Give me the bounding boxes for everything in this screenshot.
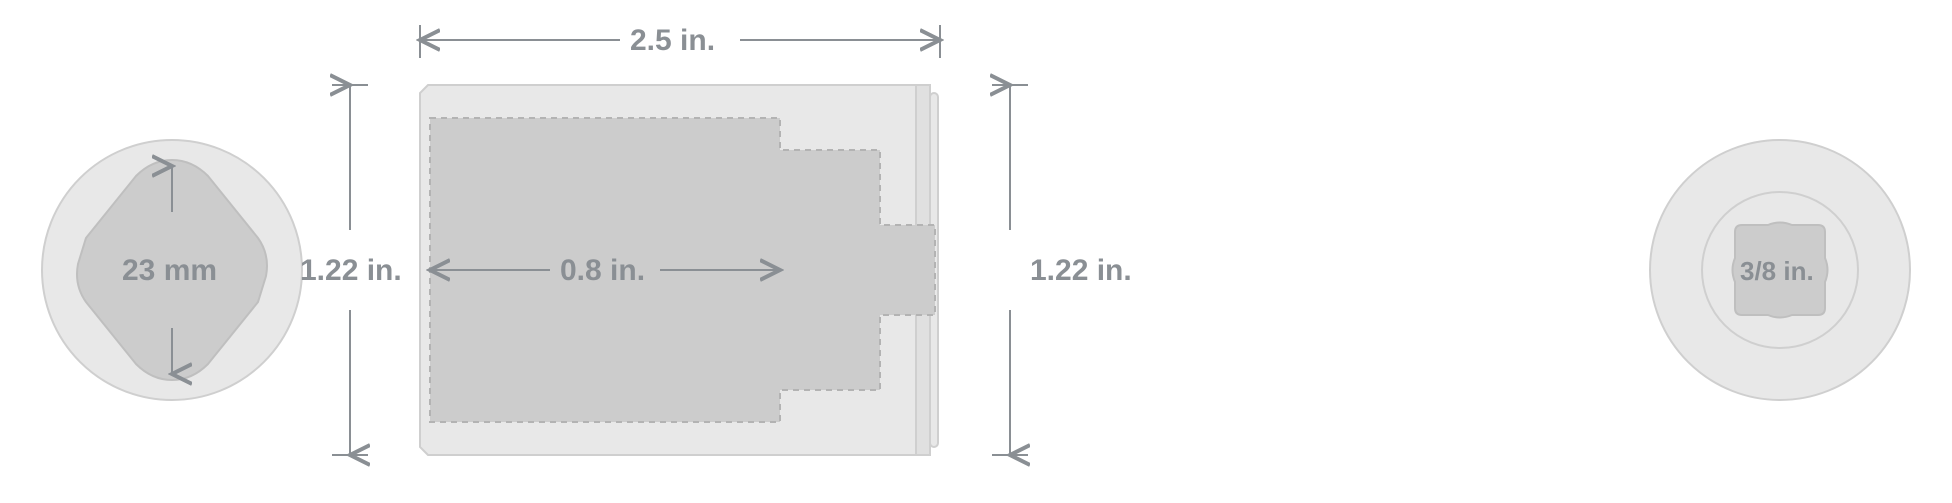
label-overall-length: 2.5 in. (630, 24, 715, 58)
dim-height-right (992, 85, 1028, 455)
label-height-left: 1.22 in. (300, 254, 402, 288)
label-hex-size: 23 mm (122, 254, 217, 288)
label-bore-depth: 0.8 in. (560, 254, 645, 288)
diagram-canvas: 2.5 in. 1.22 in. 1.22 in. 0.8 in. 23 mm … (0, 0, 1952, 503)
diagram-svg (0, 0, 1952, 503)
label-drive-size: 3/8 in. (1740, 256, 1814, 287)
label-height-right: 1.22 in. (1030, 254, 1132, 288)
